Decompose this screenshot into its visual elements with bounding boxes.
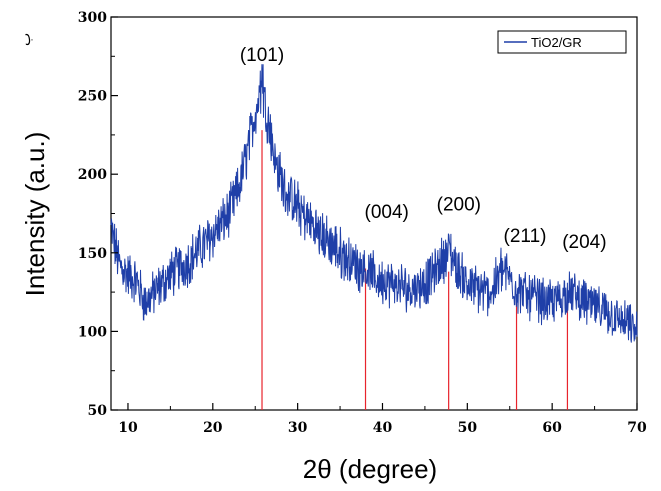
corner-mark: ب xyxy=(18,33,34,46)
peak-annotations: (101) (004) (200) (211) (204) xyxy=(240,45,607,253)
y-tick-label: 250 xyxy=(78,89,107,105)
x-tick-label: 70 xyxy=(627,420,647,436)
legend-box xyxy=(497,30,627,54)
y-tick-label: 100 xyxy=(78,324,107,340)
x-tick-label: 10 xyxy=(118,420,138,436)
x-tick-label: 60 xyxy=(542,420,562,436)
peak-label: (200) xyxy=(437,194,481,215)
y-tick-label: 300 xyxy=(78,10,107,26)
x-tick-label: 30 xyxy=(288,420,308,436)
peak-label: (204) xyxy=(562,232,606,253)
y-tick-label: 200 xyxy=(78,167,107,183)
x-tick-label: 50 xyxy=(458,420,478,436)
y-axis-title: Intensity (a.u.) xyxy=(20,132,50,297)
x-axis-title: 2θ (degree) xyxy=(303,454,437,484)
y-tick-label: 150 xyxy=(78,246,107,262)
x-tick-label: 40 xyxy=(373,420,393,436)
x-axis: 10 20 30 40 50 60 70 xyxy=(118,403,647,436)
legend-entry: TiO2/GR xyxy=(531,35,582,50)
plot-area: (101) (004) (200) (211) (204) xyxy=(110,16,638,411)
series-line-tio2-gr xyxy=(110,64,638,343)
peak-label: (211) xyxy=(504,226,547,247)
x-tick-label: 20 xyxy=(203,420,223,436)
peak-label: (101) xyxy=(240,45,284,66)
legend: TiO2/GR xyxy=(497,30,627,54)
y-axis: 50 100 150 200 250 300 xyxy=(78,10,118,419)
reference-lines xyxy=(261,130,569,410)
peak-label: (004) xyxy=(365,202,409,223)
y-tick-label: 50 xyxy=(88,403,108,419)
